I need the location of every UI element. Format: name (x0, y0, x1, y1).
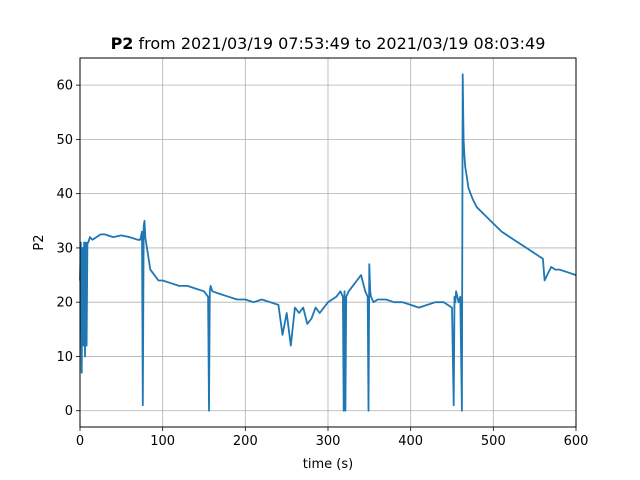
y-tick-label: 50 (56, 133, 73, 148)
x-tick-label: 200 (233, 434, 258, 449)
series-line (79, 73, 577, 412)
x-tick-label: 400 (398, 434, 423, 449)
x-tick-label: 300 (316, 434, 341, 449)
y-tick-label: 30 (56, 241, 73, 256)
x-tick-label: 100 (150, 434, 175, 449)
y-tick-label: 0 (65, 404, 73, 419)
x-tick-label: 500 (481, 434, 506, 449)
grid-lines (79, 58, 577, 427)
y-axis-label: P2 (32, 234, 47, 250)
x-tick-label: 0 (76, 434, 84, 449)
chart-title: P2 from 2021/03/19 07:53:49 to 2021/03/1… (111, 34, 546, 53)
plot-area (79, 73, 577, 412)
y-tick-label: 40 (56, 187, 73, 202)
chart-title-bold: P2 (111, 34, 134, 53)
y-tick-label: 20 (56, 296, 73, 311)
y-tick-label: 10 (56, 350, 73, 365)
y-tick-label: 60 (56, 79, 73, 94)
x-tick-label: 600 (564, 434, 589, 449)
y-axis-ticks: 0 10 20 30 40 50 60 (56, 79, 80, 419)
chart-title-rest: from 2021/03/19 07:53:49 to 2021/03/19 0… (133, 34, 545, 53)
x-axis-label: time (s) (303, 457, 353, 472)
x-axis-ticks: 0 100 200 300 400 500 600 (76, 427, 589, 449)
